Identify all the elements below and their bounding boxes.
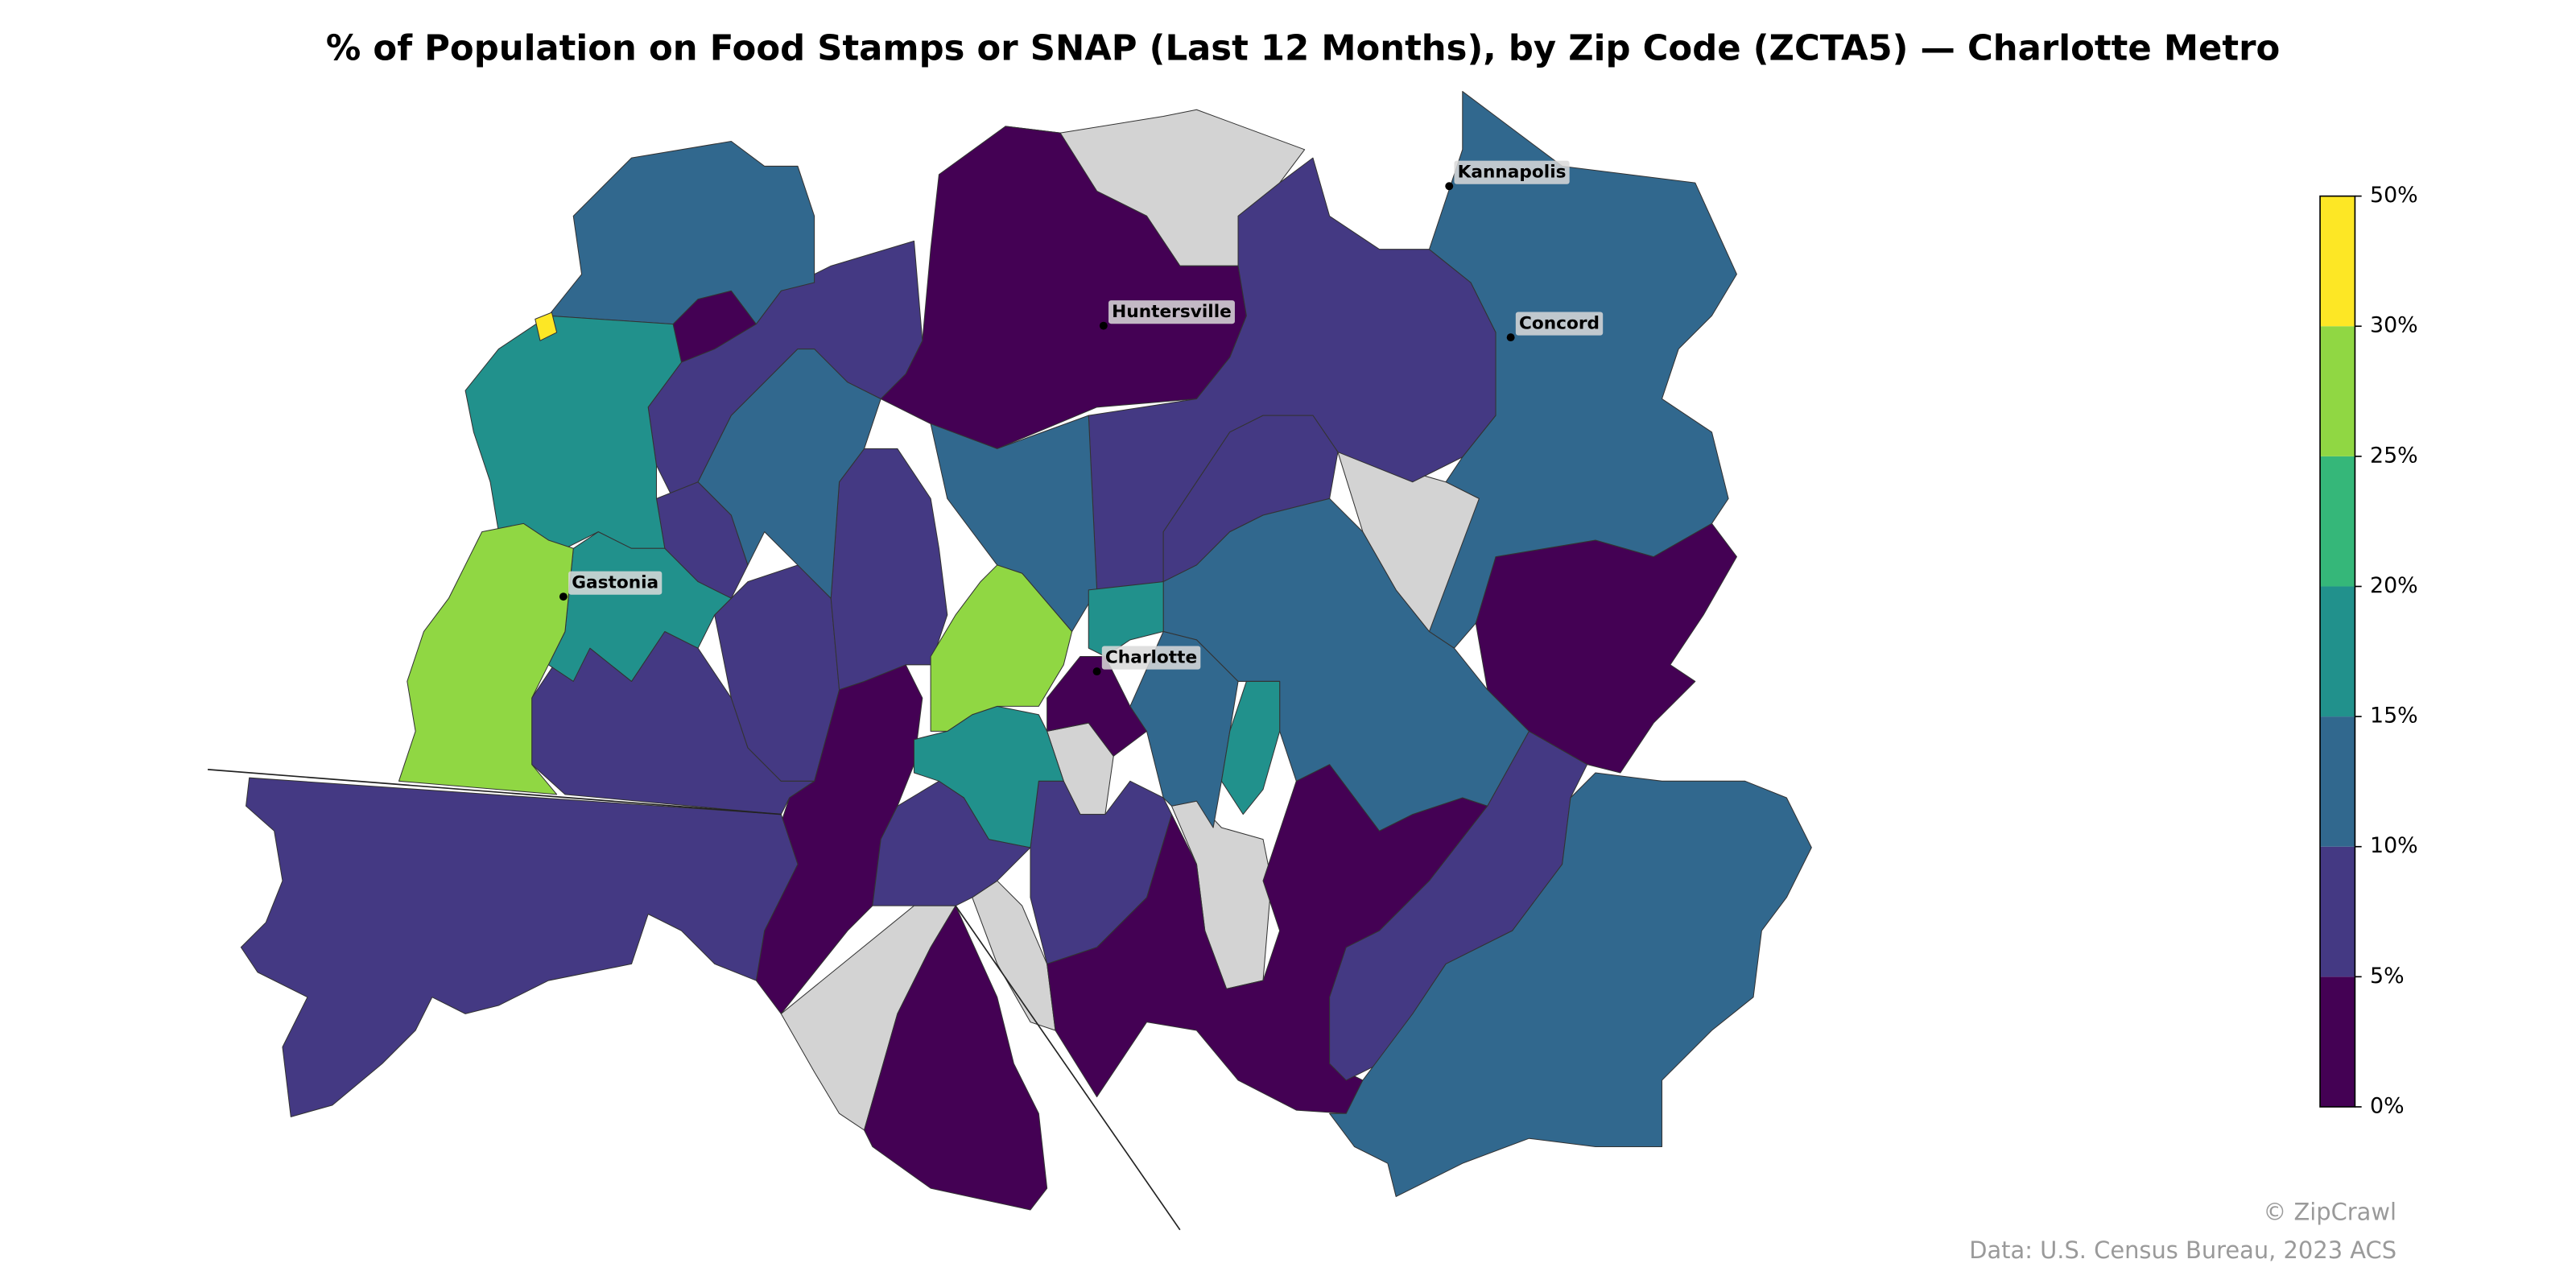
city-label: Kannapolis (1458, 163, 1567, 183)
city: Gastonia (559, 571, 663, 601)
city-label: Huntersville (1112, 302, 1232, 322)
colorbar-bin (2320, 586, 2355, 717)
zip-regions (240, 91, 1812, 1211)
zip-area (1428, 91, 1737, 649)
city: Huntersville (1099, 300, 1235, 330)
zip-area (1088, 581, 1164, 657)
colorbar-bin (2320, 456, 2355, 587)
zip-area (547, 531, 732, 682)
colorbar-frame (2319, 195, 2356, 1108)
city-dot (1092, 667, 1101, 676)
city-labels: Kannapolis Huntersville Concord Gastonia Cha… (559, 160, 1604, 676)
city-dot (1445, 182, 1454, 191)
zip-area (535, 312, 558, 341)
city-dot (1099, 321, 1108, 330)
colorbar-tick-label: 15% (2370, 704, 2418, 729)
colorbar-bin (2320, 326, 2355, 456)
colorbar-tick-label: 20% (2370, 573, 2418, 598)
zip-area (864, 905, 1048, 1211)
city: Concord (1506, 312, 1604, 342)
city-label-bg (1454, 160, 1570, 184)
colorbar-bin (2320, 976, 2355, 1107)
zip-area (547, 140, 815, 325)
city-label: Concord (1519, 314, 1600, 334)
colorbar-tick-label: 30% (2370, 313, 2418, 338)
city-label-bg (1515, 312, 1604, 336)
city-label: Charlotte (1105, 648, 1197, 668)
zip-area (1220, 680, 1281, 815)
colorbar-tick-label: 50% (2370, 183, 2418, 208)
zip-area (930, 564, 1073, 732)
city: Charlotte (1092, 646, 1201, 676)
zip-area (464, 315, 682, 549)
city-label-bg (1108, 300, 1235, 324)
colorbar-tick-label: 10% (2370, 833, 2418, 858)
data-source: Data: U.S. Census Bureau, 2023 ACS (1969, 1236, 2396, 1264)
zip-area (240, 777, 799, 1117)
map-title: % of Population on Food Stamps or SNAP (… (326, 28, 2280, 68)
colorbar: 0% 5% 10% 15% 20% 25% 30% 50% (2319, 183, 2418, 1118)
zip-area (398, 522, 574, 795)
colorbar-bin (2320, 846, 2355, 977)
city-label-bg (568, 571, 663, 595)
colorbar-tick-label: 5% (2370, 964, 2405, 989)
zip-area (1129, 631, 1239, 828)
zip-area (697, 349, 881, 599)
zip-area (1030, 780, 1172, 964)
city-label: Gastonia (572, 573, 658, 593)
credit: © ZipCrawl (2263, 1198, 2396, 1225)
zip-area (1329, 772, 1812, 1197)
zip-area (830, 448, 948, 691)
colorbar-tick-label: 0% (2370, 1093, 2405, 1118)
city-dot (1506, 333, 1515, 342)
zip-area (714, 564, 840, 782)
colorbar-tick-label: 25% (2370, 443, 2418, 468)
state-border (955, 905, 1181, 1231)
colorbar-bin (2320, 196, 2355, 327)
state-border (208, 769, 782, 815)
city-label-bg (1101, 646, 1201, 670)
city-dot (559, 592, 568, 601)
city: Kannapolis (1445, 160, 1570, 191)
colorbar-bin (2320, 716, 2355, 847)
